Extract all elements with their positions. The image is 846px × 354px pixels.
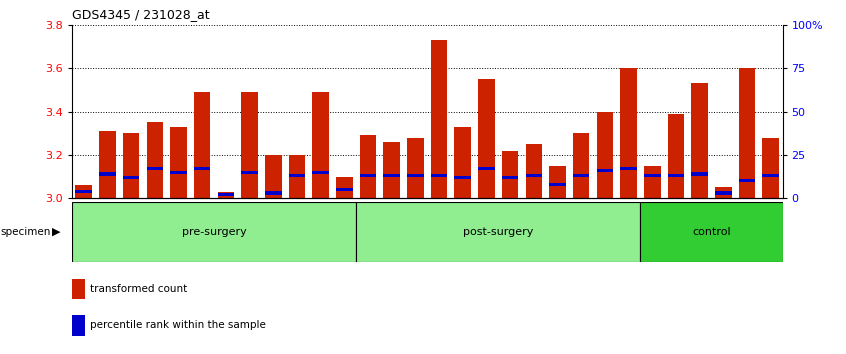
Text: transformed count: transformed count	[90, 284, 187, 294]
Bar	[407, 174, 424, 177]
Bar	[644, 174, 661, 177]
Bar	[525, 174, 542, 177]
Bar	[72, 202, 356, 262]
Bar	[502, 176, 519, 179]
Bar	[170, 171, 187, 174]
Bar	[667, 114, 684, 198]
Bar	[336, 188, 353, 191]
Bar	[360, 135, 376, 198]
Bar	[454, 176, 471, 179]
Bar	[383, 174, 400, 177]
Bar	[170, 127, 187, 198]
Bar	[573, 133, 590, 198]
Bar	[360, 174, 376, 177]
Bar	[762, 174, 779, 177]
Bar	[691, 83, 708, 198]
Bar	[407, 138, 424, 198]
Bar	[667, 174, 684, 177]
Bar	[573, 174, 590, 177]
Bar	[265, 155, 282, 198]
Bar	[762, 138, 779, 198]
Bar	[123, 176, 140, 179]
Bar	[739, 68, 755, 198]
Bar	[478, 167, 495, 170]
Text: pre-surgery: pre-surgery	[182, 227, 246, 237]
Bar	[715, 192, 732, 195]
Bar	[241, 171, 258, 174]
Bar	[549, 166, 566, 198]
Text: specimen: specimen	[1, 227, 52, 237]
Bar	[72, 279, 85, 299]
Text: control: control	[692, 227, 731, 237]
Text: percentile rank within the sample: percentile rank within the sample	[90, 320, 266, 331]
Bar	[715, 187, 732, 198]
Bar	[75, 190, 92, 193]
Bar	[336, 177, 353, 198]
Bar	[99, 172, 116, 176]
Bar	[356, 202, 640, 262]
Bar	[312, 92, 329, 198]
Bar	[123, 133, 140, 198]
Text: ▶: ▶	[52, 227, 61, 237]
Bar	[217, 193, 234, 196]
Bar	[288, 155, 305, 198]
Bar	[620, 167, 637, 170]
Bar	[620, 68, 637, 198]
Bar	[383, 142, 400, 198]
Bar	[502, 150, 519, 198]
Bar	[739, 179, 755, 182]
Bar	[454, 127, 471, 198]
Bar	[596, 169, 613, 172]
Bar	[194, 167, 211, 170]
Bar	[549, 183, 566, 186]
Bar	[644, 166, 661, 198]
Bar	[431, 40, 448, 198]
Bar	[288, 174, 305, 177]
Bar	[146, 122, 163, 198]
Bar	[265, 192, 282, 195]
Bar	[217, 192, 234, 198]
Bar	[99, 131, 116, 198]
Bar	[146, 167, 163, 170]
Bar	[431, 174, 448, 177]
Bar	[691, 172, 708, 176]
Bar	[72, 315, 85, 336]
Bar	[525, 144, 542, 198]
Bar	[241, 92, 258, 198]
Bar	[596, 112, 613, 198]
Bar	[312, 171, 329, 174]
Text: post-surgery: post-surgery	[463, 227, 534, 237]
Bar	[478, 79, 495, 198]
Bar	[75, 185, 92, 198]
Bar	[640, 202, 783, 262]
Bar	[194, 92, 211, 198]
Text: GDS4345 / 231028_at: GDS4345 / 231028_at	[72, 8, 210, 21]
